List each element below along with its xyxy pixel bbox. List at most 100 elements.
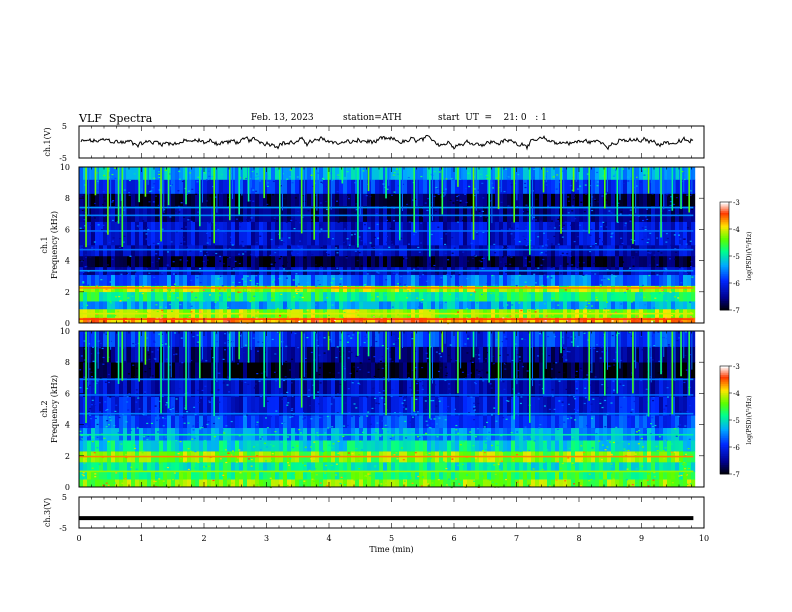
ch1-spectrogram-cell: [303, 301, 308, 310]
ch1-spectrogram-cell: [639, 285, 644, 293]
ch2-spectrogram-cell: [531, 462, 536, 472]
ch1-spectrogram-cell: [279, 255, 284, 268]
ch1-spectrogram-speckle: [267, 319, 270, 321]
ch1-spectrogram-cell: [131, 301, 136, 310]
ch1-spectrogram-speckle: [444, 188, 447, 190]
ch1-spectrogram-cell: [339, 291, 344, 302]
ch2-spectrogram-cell: [267, 462, 272, 472]
ch1-spectrogram-cell: [303, 255, 308, 268]
ch1-spectrogram-sferic: [344, 167, 346, 177]
ch1-spectrogram-cell: [535, 317, 540, 324]
ch1-spectrogram-cell: [239, 285, 244, 293]
ch1-spectrogram-cell: [147, 255, 152, 268]
ch1-spectrogram-speckle: [533, 308, 536, 311]
ch1-spectrogram-speckle: [599, 284, 602, 286]
ch1-spectrogram-speckle: [109, 300, 112, 303]
ch1-spectrogram-speckle: [545, 252, 548, 254]
ch1-spectrogram-cell: [379, 245, 384, 257]
ch1-spectrogram-speckle: [493, 292, 496, 294]
ch1-spectrogram-speckle: [497, 296, 500, 298]
ch1-spectrogram-cell: [283, 291, 288, 302]
ch2-spectrogram-cell: [159, 440, 164, 452]
ch2-spectrogram-cell: [343, 415, 348, 429]
ch1-spectrogram-cell: [419, 245, 424, 257]
ch1-spectrogram-speckle: [451, 310, 454, 312]
ch1-spectrogram-cell: [439, 255, 444, 268]
ch1-spectrogram-cell: [535, 193, 540, 207]
ch1-spectrogram-cell: [403, 274, 408, 286]
ch2-spectrogram-cell: [463, 462, 468, 472]
ch1-spectrogram-cell: [387, 285, 392, 293]
ch2-spectrogram-cell: [271, 479, 276, 488]
ch1-spectrogram-cell: [295, 301, 300, 310]
ch1-spectrogram-cell: [231, 301, 236, 310]
ch1-spectrogram-cell: [267, 179, 272, 194]
ch2-spectrogram-cell: [539, 462, 544, 472]
ch2-spectrogram-cell: [107, 440, 112, 452]
ch1-spectrogram-cell: [439, 206, 444, 222]
ch1-spectrogram-speckle: [249, 279, 252, 282]
ch1-spectrogram-speckle: [178, 178, 181, 180]
ch1-spectrogram-cell: [607, 301, 612, 310]
ch1-spectrogram-cell: [475, 255, 480, 268]
ch1-spectrogram-cell: [455, 301, 460, 310]
ch1-spectrogram-speckle: [612, 175, 615, 177]
ch1-spectrogram-cell: [255, 179, 260, 194]
ch1-spectrogram-speckle: [344, 292, 347, 294]
ch2-spectrogram-cell: [591, 462, 596, 472]
ch2-spectrogram-cell: [687, 471, 692, 480]
ch1-spectrogram-cell: [199, 179, 204, 194]
ch1-spectrogram-cell: [671, 255, 676, 268]
ch2-spectrogram-cell: [475, 479, 480, 488]
ch1-spectrogram-cell: [343, 206, 348, 222]
ch1-spectrogram-speckle: [589, 245, 592, 247]
ch1-spectrogram-sferic: [560, 167, 562, 234]
ch1-spectrogram-cell: [635, 179, 640, 194]
ch1-spectrogram-cell: [359, 274, 364, 286]
ch1-spectrogram-speckle: [559, 181, 562, 183]
ch1-spectrogram-cell: [567, 291, 572, 302]
ch1-spectrogram-speckle: [666, 193, 669, 195]
ch1-spectrogram-speckle: [297, 289, 300, 292]
ch2-spectrogram-cell: [247, 471, 252, 480]
ch2-spectrogram-cell: [671, 462, 676, 472]
ch1-spectrogram-cell: [483, 167, 488, 180]
ch2-spectrogram-cell: [639, 462, 644, 472]
ch1-spectrogram-cell: [335, 206, 340, 222]
ch2-spectrogram-cell: [535, 462, 540, 472]
ch1-spectrogram-cell: [95, 255, 100, 268]
ch1-spectrogram-cell: [91, 221, 96, 246]
ch1-spectrogram-speckle: [219, 260, 222, 262]
ch1-spectrogram-speckle: [460, 286, 463, 288]
ch1-spectrogram-speckle: [111, 173, 114, 176]
ch1-spectrogram-cell: [531, 255, 536, 268]
ch2-spectrogram-cell: [299, 462, 304, 472]
ch1-spectrogram-cell: [651, 167, 656, 180]
ch1-spectrogram-cell: [215, 301, 220, 310]
ch1-spectrogram-speckle: [289, 169, 292, 171]
ch1-spectrogram-cell: [371, 167, 376, 180]
ch1-spectrogram-cell: [551, 274, 556, 286]
ch2-spectrogram-cell: [159, 415, 164, 429]
ch2-spectrogram-cell: [587, 471, 592, 480]
ch2-spectrogram-cell: [691, 471, 696, 480]
ch1-spectrogram-cell: [283, 193, 288, 207]
ch2-spectrogram-cell: [631, 462, 636, 472]
ch2-spectrogram-cell: [251, 462, 256, 472]
ch2-spectrogram-cell: [435, 415, 440, 429]
ch1-spectrogram-speckle: [326, 297, 329, 299]
ch1-spectrogram-cell: [627, 206, 632, 222]
ch2-spectrogram-cell: [215, 415, 220, 429]
ch1-spectrogram-speckle: [662, 293, 665, 295]
ch1-spectrogram-cell: [667, 221, 672, 246]
ch1-spectrogram-cell: [335, 179, 340, 194]
ch1-spectrogram-cell: [259, 274, 264, 286]
ch2-spectrogram-cell: [171, 471, 176, 480]
ch1-spectrogram-sferic: [604, 167, 606, 209]
ch1-spectrogram-speckle: [311, 253, 314, 256]
ch1-spectrogram-cell: [243, 179, 248, 194]
ch2-spectrogram-cell: [371, 415, 376, 429]
ch1-spectrogram-speckle: [611, 293, 614, 295]
ch1-spectrogram-speckle: [200, 168, 203, 170]
ch1-spectrogram-speckle: [158, 176, 161, 179]
